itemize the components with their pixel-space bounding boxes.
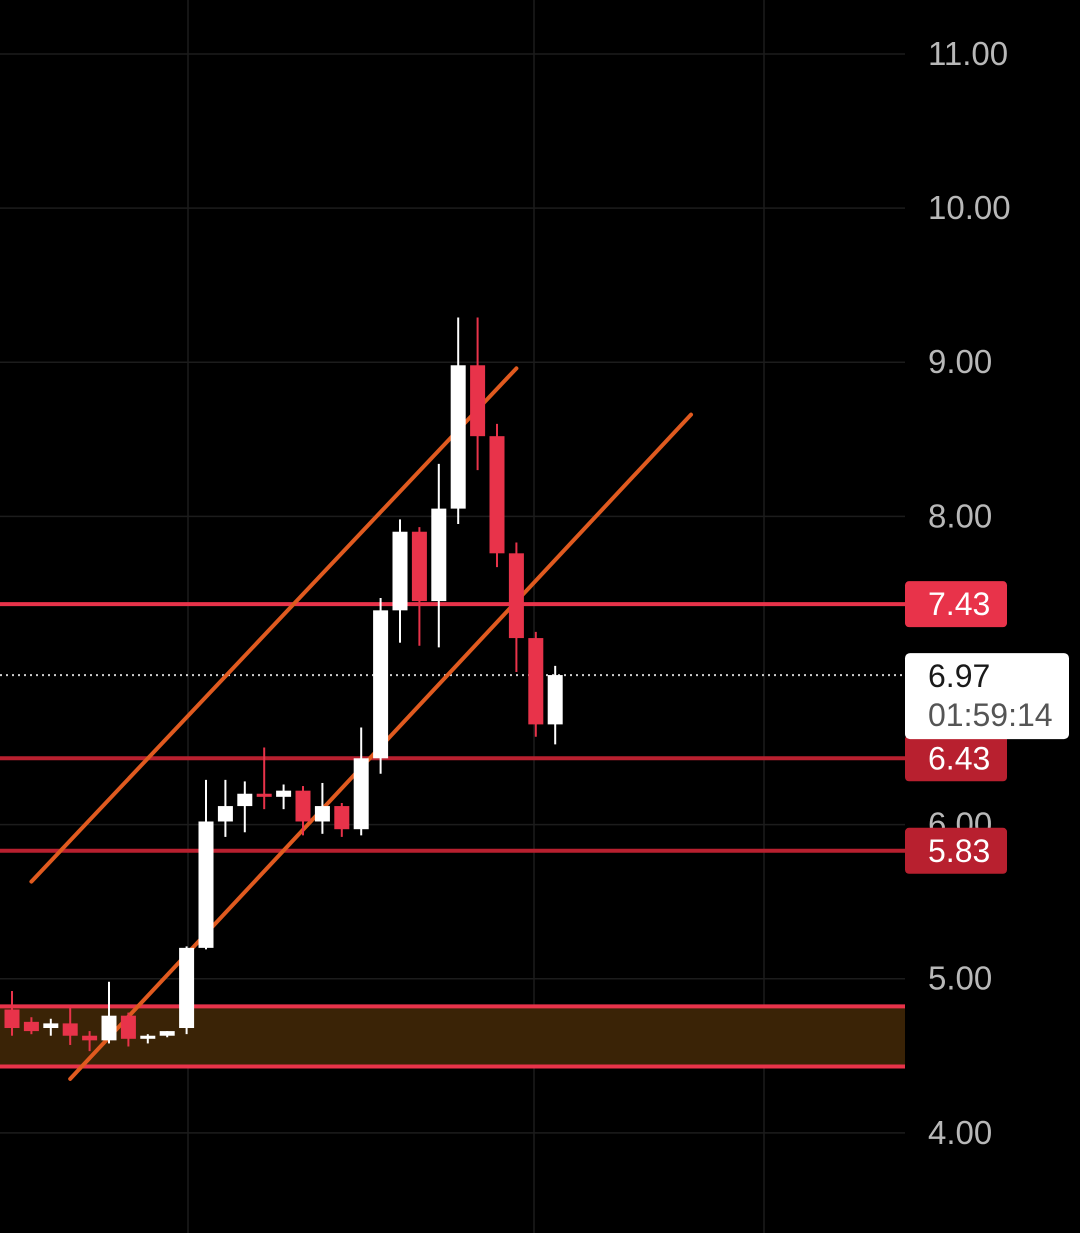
level-label-background — [905, 735, 1007, 782]
candle-up[interactable] — [431, 463, 447, 648]
candle-body — [373, 610, 389, 759]
level-label-text: 7.43 — [928, 586, 990, 622]
level-label-text: 5.83 — [928, 833, 990, 869]
candle-body — [392, 531, 408, 611]
candle-body — [276, 790, 292, 797]
axis-tick-label: 8.00 — [928, 497, 992, 534]
candle-body — [295, 790, 311, 822]
candle-down[interactable] — [508, 542, 524, 672]
candle-body — [237, 793, 253, 807]
candle-body — [314, 806, 330, 822]
current-price-text: 6.97 — [928, 658, 990, 694]
current-label-background — [905, 653, 1069, 740]
candle-down[interactable] — [82, 1031, 98, 1052]
candle-body — [508, 553, 524, 639]
candle-down[interactable] — [295, 786, 311, 836]
axis-tick-label: 11.00 — [928, 35, 1008, 72]
level-label-text: 6.43 — [928, 740, 990, 776]
countdown-text: 01:59:14 — [928, 697, 1053, 733]
candle-body — [62, 1023, 78, 1036]
candle-up[interactable] — [217, 779, 233, 837]
candle-body — [140, 1035, 156, 1039]
candle-up[interactable] — [547, 665, 563, 745]
candle-up[interactable] — [373, 598, 389, 774]
candle-down[interactable] — [411, 527, 427, 646]
candle-down[interactable] — [489, 423, 505, 568]
candle-body — [179, 947, 195, 1029]
candle-down[interactable] — [470, 317, 486, 471]
candle-body — [198, 821, 214, 948]
candle-down[interactable] — [120, 1012, 136, 1047]
level-price-label: 5.83 — [905, 827, 1007, 874]
candle-up[interactable] — [392, 519, 408, 643]
candle-up[interactable] — [353, 727, 369, 836]
axis-tick-label: 10.00 — [928, 189, 1011, 226]
axis-tick-label: 4.00 — [928, 1114, 992, 1151]
candle-body — [101, 1015, 117, 1041]
candle-up[interactable] — [179, 946, 195, 1035]
horizontal-levels[interactable] — [0, 602, 905, 853]
candle-down[interactable] — [528, 631, 544, 737]
candle-body — [334, 806, 350, 830]
candle-body — [82, 1035, 98, 1041]
candle-body — [43, 1023, 59, 1029]
candle-body — [431, 508, 447, 602]
candle-up[interactable] — [101, 981, 117, 1044]
level-price-label: 7.43 — [905, 581, 1007, 628]
candle-body — [353, 758, 369, 830]
candle-up[interactable] — [43, 1018, 59, 1036]
candle-body — [4, 1009, 20, 1029]
candle-up[interactable] — [314, 782, 330, 834]
candle-body — [547, 675, 563, 725]
candle-body — [23, 1021, 39, 1032]
candle-down[interactable] — [4, 991, 20, 1036]
candle-up[interactable] — [198, 779, 214, 950]
candle-body — [450, 365, 466, 509]
candle-body — [256, 793, 272, 797]
candle-down[interactable] — [256, 747, 272, 810]
candle-body — [159, 1031, 175, 1036]
candle-body — [528, 638, 544, 725]
candle-body — [411, 531, 427, 602]
candle-up[interactable] — [450, 317, 466, 525]
level-label-background — [905, 827, 1007, 874]
axis-tick-label: 9.00 — [928, 343, 992, 380]
candle-down[interactable] — [62, 1004, 78, 1045]
candle-up[interactable] — [276, 784, 292, 810]
grid-layer — [0, 0, 905, 1233]
candle-body — [470, 365, 486, 437]
candle-up[interactable] — [237, 781, 253, 833]
candles[interactable] — [4, 317, 563, 1052]
candle-down[interactable] — [334, 802, 350, 837]
support-zone[interactable] — [0, 1004, 905, 1069]
candle-body — [489, 436, 505, 554]
level-label-background — [905, 581, 1007, 628]
candle-up[interactable] — [159, 1031, 175, 1038]
candle-up[interactable] — [140, 1034, 156, 1044]
level-price-label: 6.43 — [905, 735, 1007, 782]
axis-tick-label: 5.00 — [928, 960, 992, 997]
channel-lines[interactable] — [29, 366, 693, 1081]
candle-body — [217, 806, 233, 822]
channel-line[interactable] — [29, 366, 519, 884]
candle-body — [120, 1015, 136, 1039]
candle-down[interactable] — [23, 1017, 39, 1035]
